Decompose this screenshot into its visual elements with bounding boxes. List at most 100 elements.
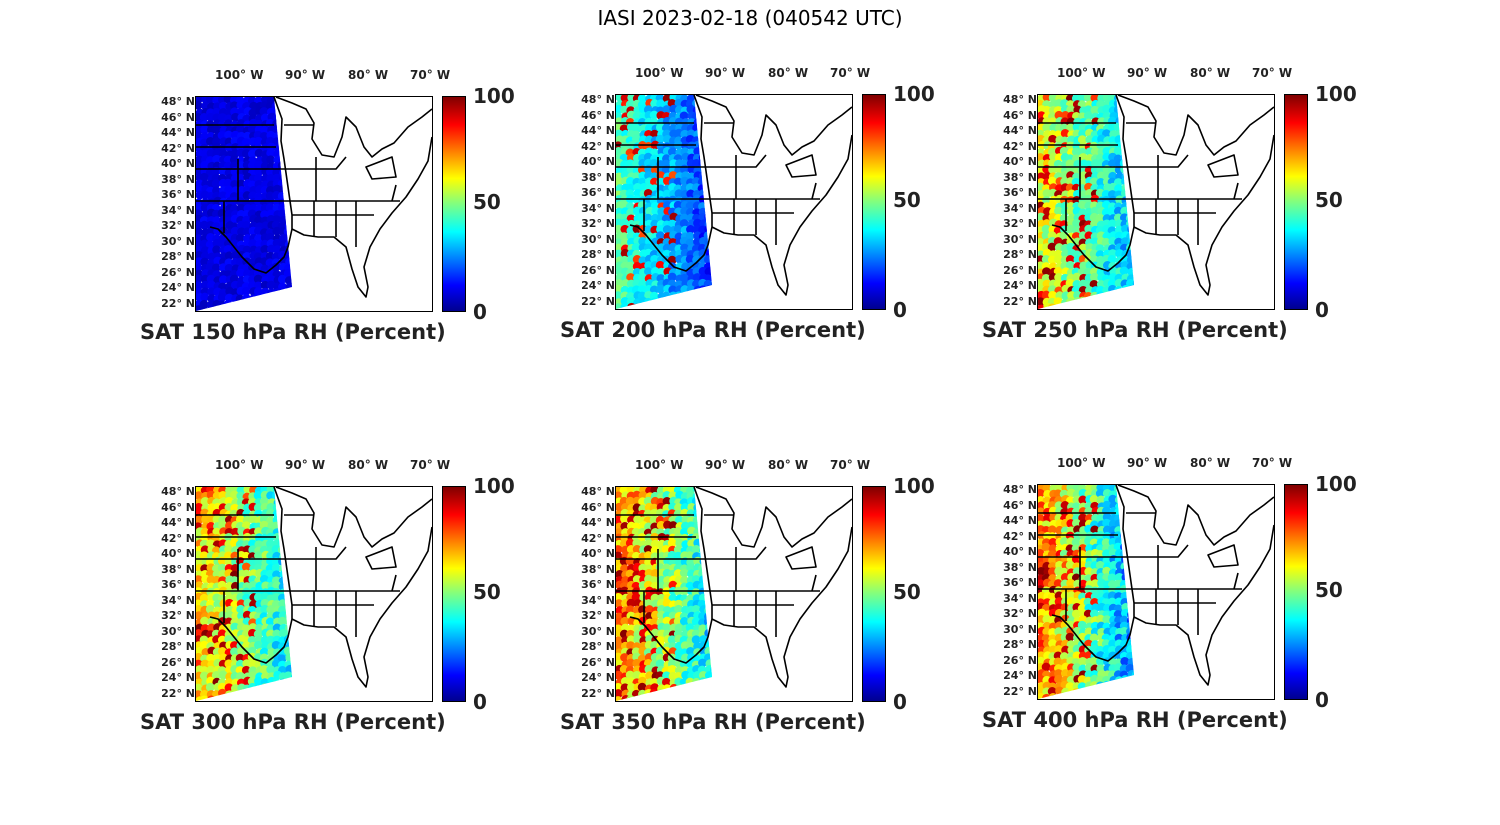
rh-observation-dot — [1121, 285, 1131, 294]
rh-observation-dot — [236, 203, 246, 213]
rh-observation-dot — [283, 528, 292, 537]
rh-observation-dot — [1085, 135, 1095, 145]
rh-observation-dot — [1126, 513, 1134, 523]
rh-observation-dot — [711, 564, 712, 573]
rh-observation-dot — [616, 291, 623, 301]
rh-observation-dot — [290, 287, 292, 297]
rh-observation-dot — [638, 616, 648, 626]
rh-observation-dot — [1126, 530, 1134, 540]
rh-observation-dot — [1054, 627, 1064, 637]
rh-observation-dot — [1107, 573, 1117, 583]
rh-observation-dot — [1120, 237, 1130, 247]
rh-observation-dot — [1077, 693, 1087, 699]
colorbar-tick-label: 50 — [1315, 578, 1343, 602]
rh-observation-dot — [243, 299, 253, 309]
rh-observation-dot — [643, 509, 653, 519]
rh-observation-dot — [283, 126, 292, 136]
rh-observation-dot — [254, 148, 264, 158]
latitude-tick-label: 44° N — [161, 516, 195, 530]
rh-observation-dot — [710, 182, 712, 192]
rh-observation-dot — [620, 616, 630, 626]
longitude-tick-label: 100° W — [1057, 456, 1106, 470]
rh-observation-dot — [200, 616, 209, 626]
rh-observation-dot — [285, 282, 292, 292]
rh-observation-dot — [1072, 272, 1082, 282]
rh-observation-dot — [285, 496, 292, 506]
map-panel-350hpa: 100° W 90° W 80° W 70° W 48° N 46° N 44° N 42° … — [560, 458, 960, 778]
rh-observation-dot — [662, 189, 672, 199]
rh-observation-dot — [709, 533, 712, 543]
rh-observation-dot — [644, 696, 654, 701]
rh-observation-dot — [290, 305, 292, 311]
latitude-tick-label: 30° N — [161, 234, 195, 248]
rh-observation-dot — [698, 677, 708, 687]
rh-observation-dot — [1132, 568, 1134, 577]
rh-observation-dot — [283, 269, 292, 278]
longitude-tick-label: 90° W — [1127, 456, 1168, 470]
rh-observation-dot — [291, 664, 292, 674]
rh-observation-dot — [260, 696, 270, 701]
rh-observation-dot — [290, 155, 292, 165]
rh-observation-dot — [1095, 560, 1105, 570]
rh-observation-dot — [1090, 272, 1099, 282]
rh-observation-dot — [284, 198, 292, 207]
rh-observation-dot — [1071, 507, 1081, 517]
rh-observation-dot — [685, 231, 695, 241]
rh-observation-dot — [260, 305, 269, 311]
rh-observation-dot — [710, 141, 712, 150]
rh-observation-dot — [271, 689, 281, 699]
rh-observation-dot — [649, 688, 659, 698]
rh-observation-dot — [1133, 536, 1134, 546]
rh-observation-dot — [1096, 495, 1106, 505]
rh-observation-dot — [1090, 105, 1100, 115]
rh-observation-dot — [254, 299, 264, 309]
rh-observation-dot — [1084, 303, 1093, 309]
rh-observation-dot — [656, 284, 665, 294]
rh-observation-dot — [1126, 135, 1134, 145]
rh-observation-dot — [253, 503, 263, 513]
latitude-tick-label: 26° N — [161, 265, 195, 279]
rh-observation-dot — [1038, 567, 1046, 576]
rh-observation-dot — [1083, 687, 1093, 697]
rh-observation-dot — [1131, 178, 1134, 188]
rh-observation-dot — [1131, 670, 1134, 680]
rh-observation-dot — [1127, 267, 1134, 277]
rh-observation-dot — [1133, 585, 1134, 595]
rh-observation-dot — [1133, 106, 1134, 115]
rh-observation-dot — [1125, 124, 1134, 133]
rh-observation-dot — [667, 690, 677, 700]
rh-observation-dot — [199, 640, 209, 650]
map-axes — [195, 96, 433, 312]
rh-observation-dot — [651, 610, 660, 620]
rh-observation-dot — [1132, 122, 1134, 132]
rh-observation-dot — [1133, 95, 1134, 102]
latitude-tick-label: 28° N — [1003, 248, 1037, 262]
latitude-tick-label: 38° N — [1003, 170, 1037, 184]
rh-observation-dot — [285, 539, 292, 549]
rh-observation-dot — [710, 695, 712, 701]
rh-observation-dot — [656, 520, 666, 530]
rh-observation-dot — [212, 245, 222, 255]
state-boundary — [629, 95, 713, 272]
rh-observation-dot — [686, 509, 696, 519]
rh-observation-dot — [1132, 141, 1134, 151]
rh-observation-dot — [253, 292, 263, 302]
rh-observation-dot — [673, 296, 683, 306]
rh-observation-dot — [284, 509, 292, 519]
rh-observation-dot — [711, 273, 712, 283]
rh-observation-dot — [1120, 525, 1130, 535]
rh-observation-dot — [1133, 519, 1134, 529]
rh-observation-dot — [247, 124, 257, 134]
latitude-tick-label: 28° N — [581, 640, 615, 654]
rh-observation-dot — [1072, 694, 1082, 699]
rh-observation-dot — [661, 291, 671, 301]
colorbar-tick-label: 100 — [1315, 472, 1357, 496]
rh-observation-dot — [285, 298, 292, 308]
rh-observation-dot — [1090, 525, 1100, 535]
rh-observation-dot — [284, 689, 292, 698]
rh-observation-dot — [1096, 178, 1106, 187]
rh-observation-dot — [1065, 260, 1075, 270]
latitude-tick-label: 26° N — [581, 263, 615, 277]
rh-observation-dot — [242, 587, 251, 597]
rh-observation-dot — [1065, 302, 1075, 309]
